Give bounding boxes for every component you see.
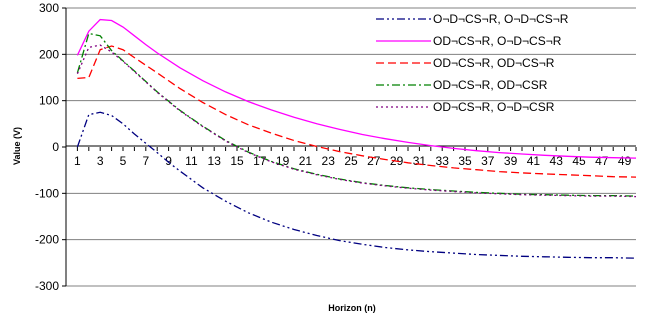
x-tick-label: 39: [504, 154, 518, 168]
series-line-3: [77, 45, 637, 178]
y-axis-title: Value (V): [12, 127, 22, 165]
x-tick-label: 7: [142, 154, 149, 168]
x-tick-label: 13: [208, 154, 222, 168]
legend-entry-3: OD¬CS¬R, OD¬CS¬R: [433, 56, 555, 70]
x-axis-title: Horizon (n): [328, 303, 376, 313]
x-tick-label: 33: [436, 154, 450, 168]
x-tick-label: 37: [481, 154, 495, 168]
y-tick-label: 100: [39, 94, 59, 108]
legend-entry-2: OD¬CS¬R, O¬D¬CS¬R: [433, 34, 562, 48]
series-line-5: [76, 44, 637, 198]
x-tick-label: 41: [527, 154, 541, 168]
grid-lines: [66, 7, 636, 287]
series-lines: [76, 18, 637, 259]
x-tick-label: 25: [344, 154, 358, 168]
y-tick-label: 300: [39, 1, 59, 15]
legend: O¬D¬CS¬R, O¬D¬CS¬R OD¬CS¬R, O¬D¬CS¬R OD¬CS…: [376, 12, 569, 114]
x-tick-label: 21: [299, 154, 313, 168]
series-line-1: [76, 111, 637, 259]
x-tick-label: 35: [458, 154, 472, 168]
x-tick-label: 27: [367, 154, 381, 168]
y-tick-label: 0: [52, 140, 59, 154]
x-tick-label: 43: [550, 154, 564, 168]
y-tick-label: -100: [35, 186, 59, 200]
y-tick-label: -200: [35, 233, 59, 247]
legend-entry-4: OD¬CS¬R, OD¬CSR: [433, 78, 548, 92]
x-tick-label: 49: [618, 154, 632, 168]
x-tick-label: 31: [413, 154, 427, 168]
legend-entry-1: O¬D¬CS¬R, O¬D¬CS¬R: [433, 12, 569, 26]
x-tick-label: 23: [322, 154, 336, 168]
x-tick-label: 15: [230, 154, 244, 168]
x-tick-labels: 1 3 5 7 9 11 13 15 17 19 21 23 25 27 29 31 33 35 37 39 41 43 4…: [74, 147, 637, 168]
x-tick-label: 5: [120, 154, 127, 168]
series-line-2: [76, 18, 637, 159]
x-tick-label: 11: [185, 154, 198, 168]
legend-entry-5: OD¬CS¬R, O¬D¬CSR: [433, 100, 555, 114]
x-tick-label: 3: [97, 154, 104, 168]
x-tick-label: 17: [253, 154, 267, 168]
y-tick-labels: -300 -200 -100 0 100 200 300: [35, 1, 66, 293]
series-line-4: [76, 32, 637, 197]
x-tick-label: 47: [595, 154, 609, 168]
x-tick-label: 9: [165, 154, 172, 168]
x-tick-label: 1: [74, 154, 81, 168]
y-tick-label: -300: [35, 279, 59, 293]
y-tick-label: 200: [39, 47, 59, 61]
